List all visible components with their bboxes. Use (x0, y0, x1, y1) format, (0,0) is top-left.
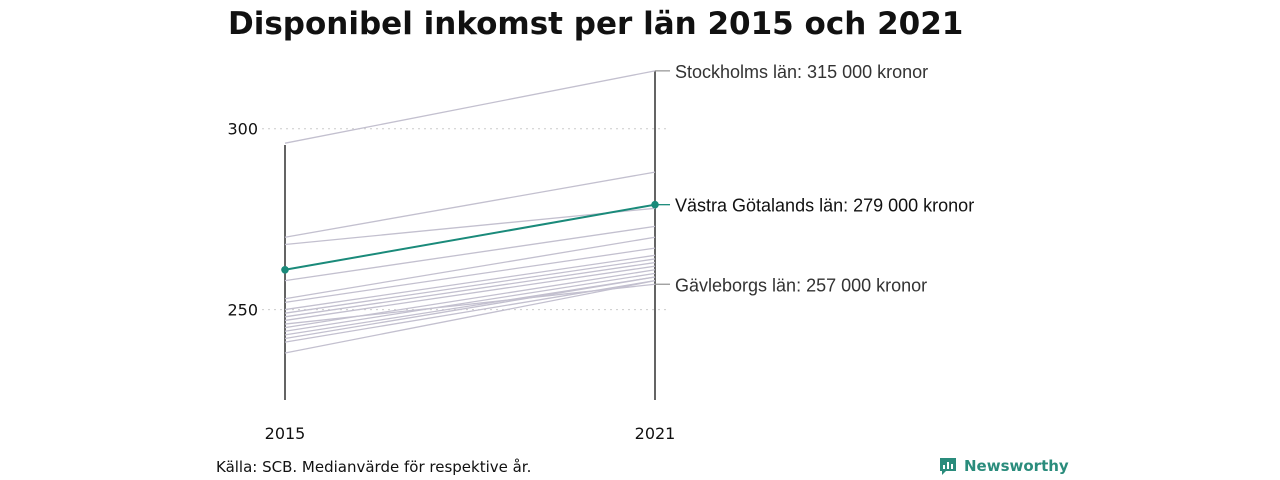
series-line (284, 254, 656, 311)
series-line (284, 247, 656, 303)
series-label: Stockholms län: 315 000 kronor (675, 62, 928, 82)
series-labels: Stockholms län: 315 000 kronor Gävleborgs… (655, 62, 974, 295)
series-line (284, 269, 656, 329)
series-point (281, 265, 289, 274)
series-line (284, 203, 656, 271)
series-line (284, 225, 656, 282)
series-line (284, 276, 656, 340)
series-line (284, 272, 656, 332)
brand-name: Newsworthy (964, 457, 1069, 475)
series-line (284, 280, 656, 354)
y-tick-label: 250 (227, 301, 258, 320)
series-lines (281, 70, 659, 354)
series-line (284, 279, 656, 343)
series-line (284, 258, 656, 314)
series-line (284, 261, 656, 318)
series-line (284, 171, 656, 238)
series-line (284, 70, 656, 144)
series-line (284, 236, 656, 300)
brand[interactable]: Newsworthy (938, 456, 1069, 476)
series-label: Västra Götalands län: 279 000 kronor (675, 196, 974, 216)
chart-title: Disponibel inkomst per län 2015 och 2021 (228, 6, 964, 42)
series-line (284, 207, 656, 246)
x-tick-label: 2015 (265, 424, 306, 443)
grid-lines: 250 300 (227, 120, 668, 320)
source-note: Källa: SCB. Medianvärde för respektive å… (216, 458, 532, 476)
series-line (284, 265, 656, 322)
x-tick-label: 2021 (635, 424, 676, 443)
y-tick-label: 300 (227, 120, 258, 139)
year-axes: 2015 2021 (265, 70, 676, 443)
series-label: Gävleborgs län: 257 000 kronor (675, 275, 927, 295)
newsworthy-logo-icon (940, 458, 956, 475)
